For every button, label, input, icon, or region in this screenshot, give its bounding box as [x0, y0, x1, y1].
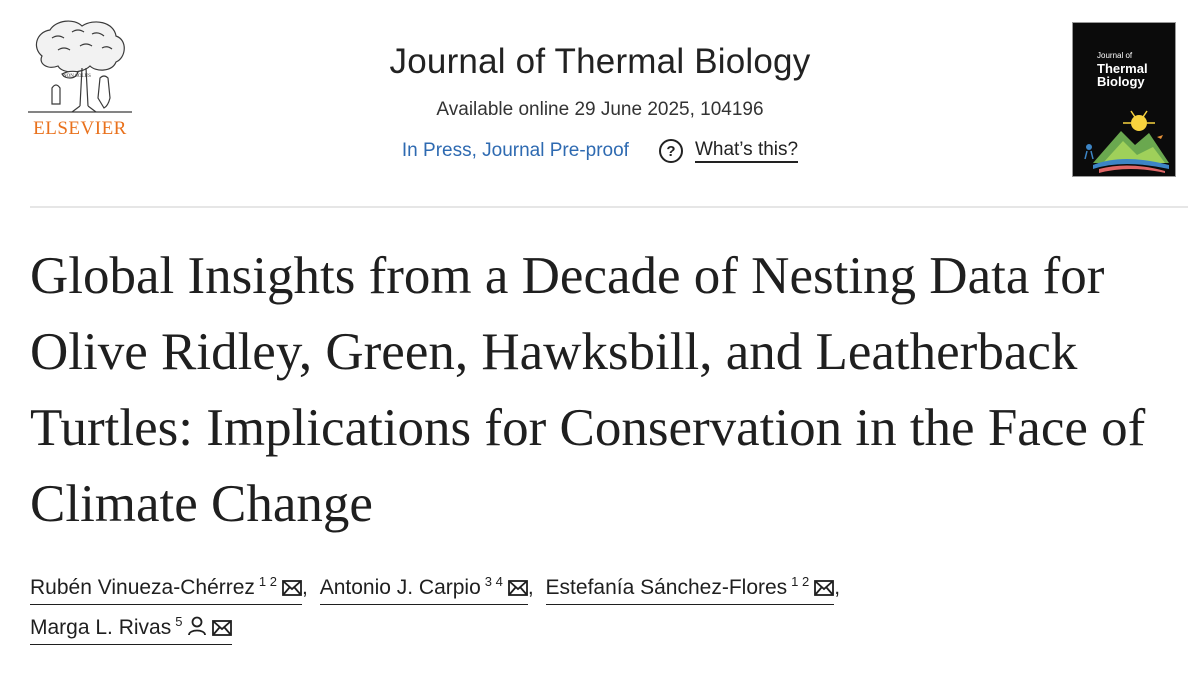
cover-title-line2: Biology [1097, 74, 1145, 89]
publisher-logo[interactable]: NON SOLUS ELSEVIER [22, 18, 138, 139]
in-press-link[interactable]: In Press, Journal Pre-proof [401, 140, 629, 161]
header-divider [30, 206, 1188, 208]
email-icon [507, 580, 528, 596]
author-affiliations: 3 4 [484, 574, 503, 589]
article-title: Global Insights from a Decade of Nesting… [30, 247, 1146, 533]
question-mark-icon[interactable]: ? [658, 139, 683, 163]
cover-art-icon [1084, 110, 1169, 173]
cover-title-line1: Thermal [1097, 61, 1148, 76]
journal-title-link[interactable]: Journal of Thermal Biology [389, 42, 811, 81]
publication-date: Available online 29 June 2025, 104196 [436, 99, 764, 120]
author-link-4[interactable]: Marga L. Rivas 5 [30, 614, 233, 645]
journal-cover-image[interactable]: Journal of Thermal Biology [1072, 22, 1176, 177]
author-name: Marga L. Rivas [30, 616, 172, 639]
author-link-3[interactable]: Estefanía Sánchez-Flores 1 2 [545, 574, 835, 605]
author-separator: , [834, 576, 841, 599]
author-list: Rubén Vinueza-Chérrez 1 2, Antonio J. Car… [30, 568, 1180, 648]
author-separator: , [302, 576, 308, 599]
author-separator: , [527, 576, 534, 599]
article-header: NON SOLUS ELSEVIER Journal of Thermal Bi… [0, 0, 1200, 190]
author-name: Estefanía Sánchez-Flores [545, 576, 788, 599]
whats-this-link[interactable]: What’s this? [694, 139, 799, 163]
cover-title: Journal of Thermal Biology [1097, 49, 1148, 88]
journal-info: Journal of Thermal Biology Available onl… [330, 40, 870, 165]
author-name: Rubén Vinueza-Chérrez [30, 576, 255, 599]
author-name: Antonio J. Carpio [319, 576, 481, 599]
publisher-name: ELSEVIER [33, 118, 127, 139]
email-icon [212, 620, 233, 636]
cover-title-small: Journal of [1097, 51, 1133, 60]
status-row: In Press, Journal Pre-proof ? What’s thi… [330, 137, 870, 165]
person-icon [188, 616, 207, 636]
author-link-1[interactable]: Rubén Vinueza-Chérrez 1 2 [30, 575, 302, 605]
author-affiliations: 1 2 [791, 574, 810, 589]
email-icon [814, 580, 835, 596]
svg-text:NON SOLUS: NON SOLUS [63, 74, 91, 79]
author-affiliations: 1 2 [258, 574, 277, 589]
author-affiliations: 5 [175, 614, 183, 629]
elsevier-tree-icon: NON SOLUS [28, 20, 132, 113]
author-link-2[interactable]: Antonio J. Carpio 3 4 [319, 574, 528, 605]
email-icon [282, 580, 302, 596]
